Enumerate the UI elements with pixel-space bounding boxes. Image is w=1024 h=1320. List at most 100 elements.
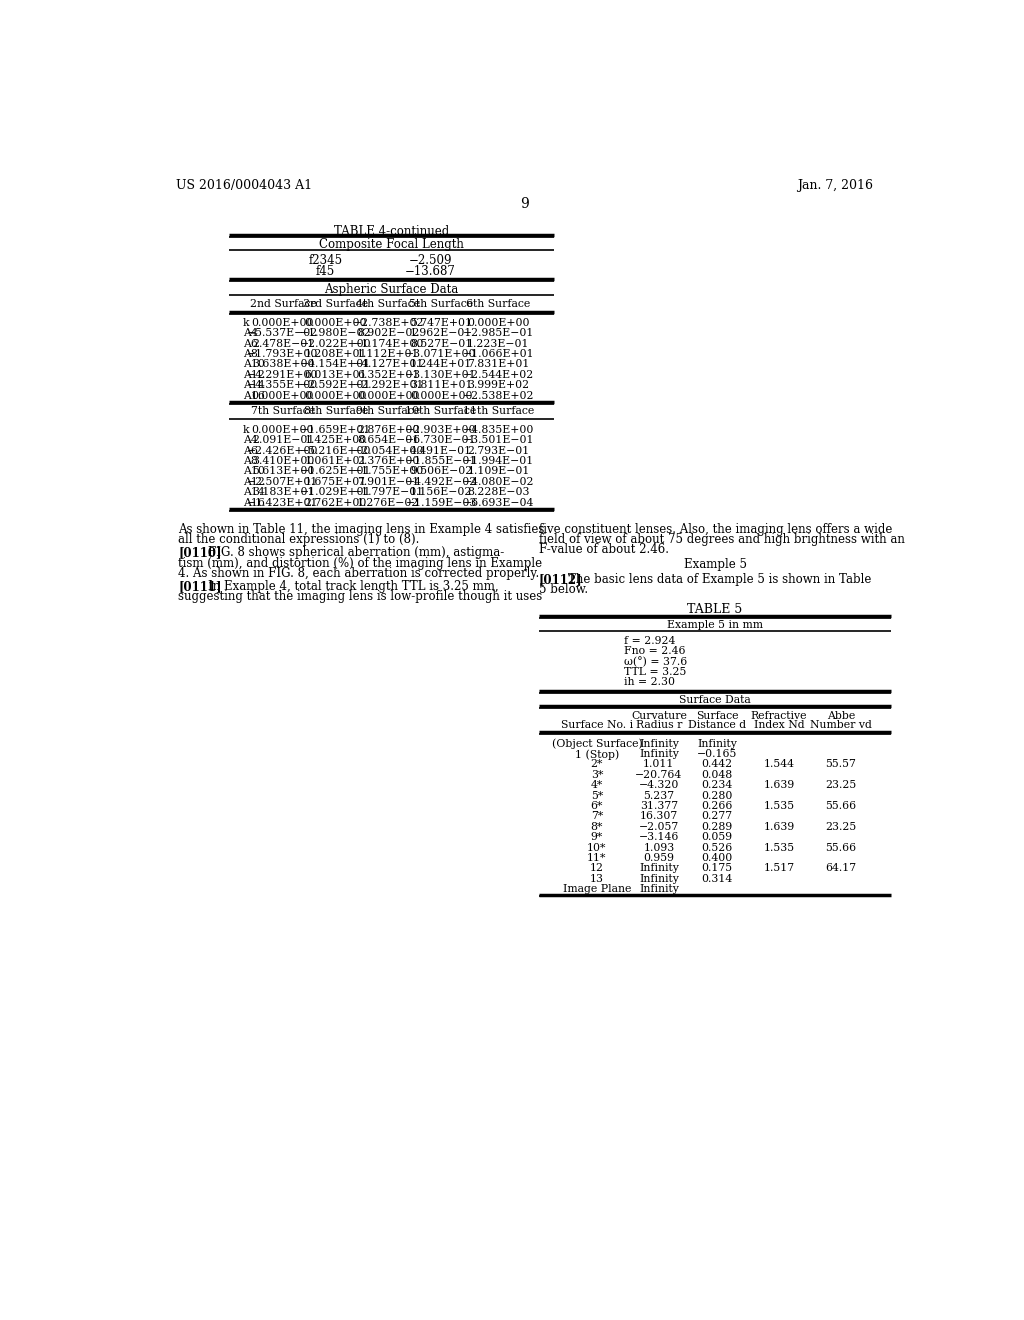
Text: A4: A4 [243,436,257,445]
Text: 8.228E−03: 8.228E−03 [467,487,529,498]
Text: −4.355E+00: −4.355E+00 [248,380,318,391]
Text: −6.730E−01: −6.730E−01 [406,436,477,445]
Text: 4. As shown in FIG. 8, each aberration is corrected properly.: 4. As shown in FIG. 8, each aberration i… [178,568,540,581]
Text: US 2016/0004043 A1: US 2016/0004043 A1 [176,180,312,193]
Text: 9.506E−02: 9.506E−02 [410,466,472,477]
Text: Infinity: Infinity [697,739,737,748]
Text: 10th Surface: 10th Surface [406,407,477,416]
Text: 1.061E+01: 1.061E+01 [304,455,367,466]
Text: −2.985E−01: −2.985E−01 [463,329,535,338]
Text: 8th Surface: 8th Surface [303,407,368,416]
Text: Infinity: Infinity [639,874,679,883]
Text: 3.410E+00: 3.410E+00 [252,455,314,466]
Text: (Object Surface): (Object Surface) [552,739,642,750]
Text: −0.165: −0.165 [696,748,737,759]
Text: 2.091E−01: 2.091E−01 [252,436,314,445]
Text: 7.831E+01: 7.831E+01 [467,359,529,370]
Text: 6.013E+01: 6.013E+01 [304,370,367,380]
Text: Curvature: Curvature [631,711,687,721]
Text: 55.66: 55.66 [825,842,856,853]
Text: 11th Surface: 11th Surface [463,407,535,416]
Text: [0111]: [0111] [178,579,222,593]
Text: 1.093: 1.093 [643,842,675,853]
Text: −4.127E+01: −4.127E+01 [352,359,424,370]
Text: 1.112E+01: 1.112E+01 [357,348,420,359]
Text: A10: A10 [243,466,264,477]
Text: field of view of about 75 degrees and high brightness with an: field of view of about 75 degrees and hi… [539,533,904,546]
Text: 0.280: 0.280 [701,791,733,800]
Text: −3.146: −3.146 [639,832,679,842]
Text: TTL = 3.25: TTL = 3.25 [624,667,686,677]
Text: 0.000E+00: 0.000E+00 [357,391,420,400]
Text: 1.244E+01: 1.244E+01 [410,359,472,370]
Text: 1.675E+01: 1.675E+01 [304,477,367,487]
Text: A6: A6 [243,339,258,348]
Text: −3.130E+01: −3.130E+01 [406,370,477,380]
Text: −3.501E−01: −3.501E−01 [463,436,535,445]
Text: −2.507E+01: −2.507E+01 [248,477,318,487]
Text: In Example 4, total track length TTL is 3.25 mm,: In Example 4, total track length TTL is … [208,579,499,593]
Text: 0.442: 0.442 [701,759,732,770]
Text: 0.175: 0.175 [701,863,732,874]
Text: 0.000E+00: 0.000E+00 [304,391,367,400]
Text: −4.154E+01: −4.154E+01 [300,359,372,370]
Text: −5.216E+00: −5.216E+00 [300,446,372,455]
Text: 0.314: 0.314 [701,874,732,883]
Text: 1.639: 1.639 [763,822,795,832]
Text: 5th Surface: 5th Surface [409,300,473,309]
Text: 2.793E−01: 2.793E−01 [467,446,529,455]
Text: −2.592E+01: −2.592E+01 [300,380,372,391]
Text: A14: A14 [243,487,264,498]
Text: Infinity: Infinity [639,884,679,894]
Text: 5*: 5* [591,791,603,800]
Text: 6th Surface: 6th Surface [466,300,530,309]
Text: 4th Surface: 4th Surface [356,300,421,309]
Text: −6.693E−04: −6.693E−04 [463,498,535,508]
Text: k: k [243,425,249,434]
Text: 7.901E−01: 7.901E−01 [357,477,420,487]
Text: 23.25: 23.25 [825,822,857,832]
Text: 0.000E+00: 0.000E+00 [467,318,529,327]
Text: Refractive: Refractive [751,711,807,721]
Text: 2.762E+00: 2.762E+00 [304,498,367,508]
Text: 0.277: 0.277 [701,812,732,821]
Text: 1.535: 1.535 [764,801,795,810]
Text: A4: A4 [243,329,257,338]
Text: −1.159E−03: −1.159E−03 [406,498,477,508]
Text: −2.057: −2.057 [639,822,679,832]
Text: 23.25: 23.25 [825,780,857,791]
Text: 0.000E+00: 0.000E+00 [252,391,314,400]
Text: 2.876E+00: 2.876E+00 [357,425,420,434]
Text: −2.538E+02: −2.538E+02 [463,391,535,400]
Text: 0.000E+00: 0.000E+00 [252,425,314,434]
Text: −20.764: −20.764 [635,770,683,780]
Text: 3rd Surface: 3rd Surface [303,300,369,309]
Text: 3.183E+01: 3.183E+01 [252,487,314,498]
Text: 2nd Surface: 2nd Surface [250,300,316,309]
Text: 4.491E−01: 4.491E−01 [410,446,472,455]
Text: 0.048: 0.048 [701,770,732,780]
Text: 1.425E+00: 1.425E+00 [304,436,367,445]
Text: 8.902E−02: 8.902E−02 [357,329,420,338]
Text: −4.080E−02: −4.080E−02 [463,477,535,487]
Text: 0.959: 0.959 [643,853,675,863]
Text: −1.029E+01: −1.029E+01 [300,487,372,498]
Text: −1.994E−01: −1.994E−01 [463,455,535,466]
Text: TABLE 4-continued: TABLE 4-continued [334,226,450,239]
Text: 7th Surface: 7th Surface [251,407,315,416]
Text: −1.625E+01: −1.625E+01 [300,466,372,477]
Text: Surface No. i: Surface No. i [561,721,633,730]
Text: Example 5: Example 5 [684,558,746,572]
Text: Number vd: Number vd [810,721,872,730]
Text: A12: A12 [243,477,264,487]
Text: 1.639: 1.639 [763,780,795,791]
Text: −3.071E+00: −3.071E+00 [406,348,477,359]
Text: ih = 2.30: ih = 2.30 [624,677,675,688]
Text: 5.747E+01: 5.747E+01 [410,318,472,327]
Text: As shown in Table 11, the imaging lens in Example 4 satisfies: As shown in Table 11, the imaging lens i… [178,523,545,536]
Text: −2.738E+02: −2.738E+02 [352,318,424,327]
Text: f45: f45 [316,264,335,277]
Text: 1.544: 1.544 [764,759,795,770]
Text: −1.755E+00: −1.755E+00 [353,466,424,477]
Text: tism (mm), and distortion (%) of the imaging lens in Example: tism (mm), and distortion (%) of the ima… [178,557,543,570]
